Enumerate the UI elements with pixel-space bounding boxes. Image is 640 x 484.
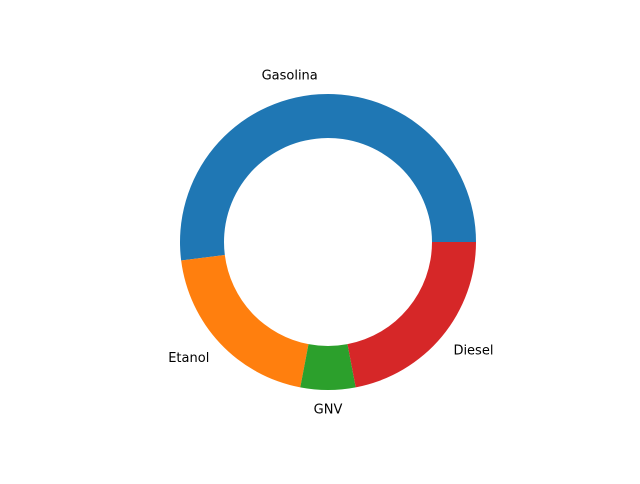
slice-gasolina	[180, 94, 477, 261]
slice-label-gnv: GNV	[314, 403, 343, 418]
labels-layer: Gasolina Etanol GNV Diesel	[168, 69, 493, 418]
slices-layer	[180, 94, 477, 390]
slice-label-etanol: Etanol	[168, 351, 209, 366]
slice-etanol	[181, 255, 309, 388]
slice-label-diesel: Diesel	[453, 344, 493, 359]
slice-label-gasolina: Gasolina	[262, 69, 318, 84]
slice-diesel	[347, 242, 476, 388]
slice-gnv	[300, 344, 356, 390]
